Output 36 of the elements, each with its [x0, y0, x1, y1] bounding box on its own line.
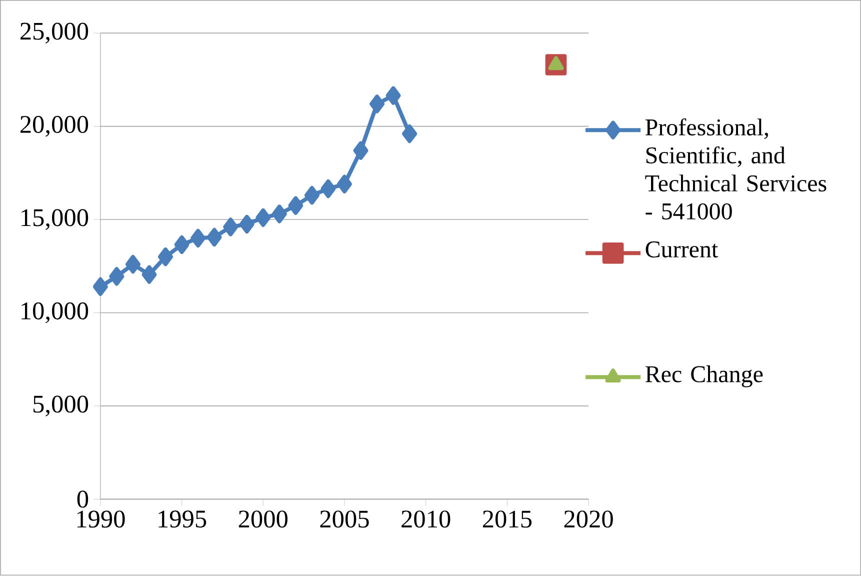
point — [190, 229, 206, 248]
y-tick-label: 0 — [77, 490, 88, 508]
point — [402, 124, 418, 144]
point — [125, 255, 140, 274]
point — [320, 180, 336, 198]
point — [142, 265, 157, 284]
legend-label: Current — [646, 242, 718, 258]
x-tick-label: 2005 — [320, 510, 369, 528]
y-tick-label: 5,000 — [34, 396, 88, 417]
x-tick-label: 2010 — [402, 510, 450, 528]
x-tick-label: 2020 — [564, 510, 613, 528]
point — [206, 228, 222, 247]
point — [223, 218, 238, 237]
x-tick-label: 2000 — [238, 510, 288, 528]
x-tick-label: 1995 — [158, 510, 206, 528]
point — [109, 267, 124, 286]
point — [336, 174, 352, 194]
point — [272, 204, 287, 224]
legend-label: Rec Change — [646, 366, 763, 388]
x-tick-label: 1990 — [77, 510, 125, 528]
point — [239, 215, 254, 234]
y-tick-label: 20,000 — [20, 116, 88, 137]
y-tick-label: 25,000 — [20, 22, 88, 44]
point — [353, 141, 368, 160]
point — [256, 208, 271, 228]
point — [158, 248, 174, 266]
x-tick-label: 2015 — [482, 510, 532, 528]
point — [304, 186, 320, 205]
y-tick-label: 10,000 — [22, 302, 88, 324]
point — [92, 278, 108, 296]
point — [174, 236, 190, 254]
point — [386, 86, 401, 106]
point — [370, 94, 385, 114]
point — [288, 196, 304, 216]
legend-label: Professional, Scientific, and Technical Services - 541000 — [645, 118, 826, 220]
y-tick-label: 15,000 — [22, 209, 88, 230]
